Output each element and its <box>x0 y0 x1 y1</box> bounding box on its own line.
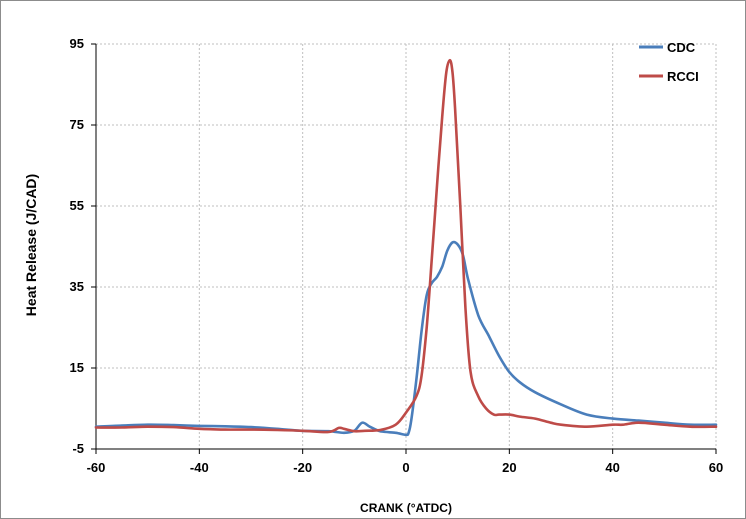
legend-label-rcci: RCCI <box>667 69 699 84</box>
legend: CDC RCCI <box>639 40 699 84</box>
grid-lines <box>96 43 717 449</box>
x-axis-label: CRANK (°ATDC) <box>360 501 452 515</box>
y-axis-label: Heat Release (J/CAD) <box>23 174 39 316</box>
x-tick-label: 40 <box>605 460 619 475</box>
x-tick-label: -40 <box>190 460 209 475</box>
legend-label-cdc: CDC <box>667 40 696 55</box>
x-tick-label: 20 <box>502 460 516 475</box>
x-tick-label: -60 <box>87 460 106 475</box>
x-tick-label: -20 <box>293 460 312 475</box>
x-tick-label: 60 <box>709 460 723 475</box>
y-tick-label: -5 <box>72 441 84 456</box>
tick-labels: -5 15 35 55 75 95 -60 -40 -20 0 20 40 60 <box>70 36 724 475</box>
x-tick-label: 0 <box>402 460 409 475</box>
y-tick-label: 75 <box>70 117 84 132</box>
series-lines <box>94 58 718 437</box>
axes <box>91 43 717 454</box>
y-tick-label: 15 <box>70 360 84 375</box>
series-line-rcci <box>94 58 718 434</box>
y-tick-label: 35 <box>70 279 84 294</box>
y-tick-label: 55 <box>70 198 84 213</box>
y-tick-label: 95 <box>70 36 84 51</box>
